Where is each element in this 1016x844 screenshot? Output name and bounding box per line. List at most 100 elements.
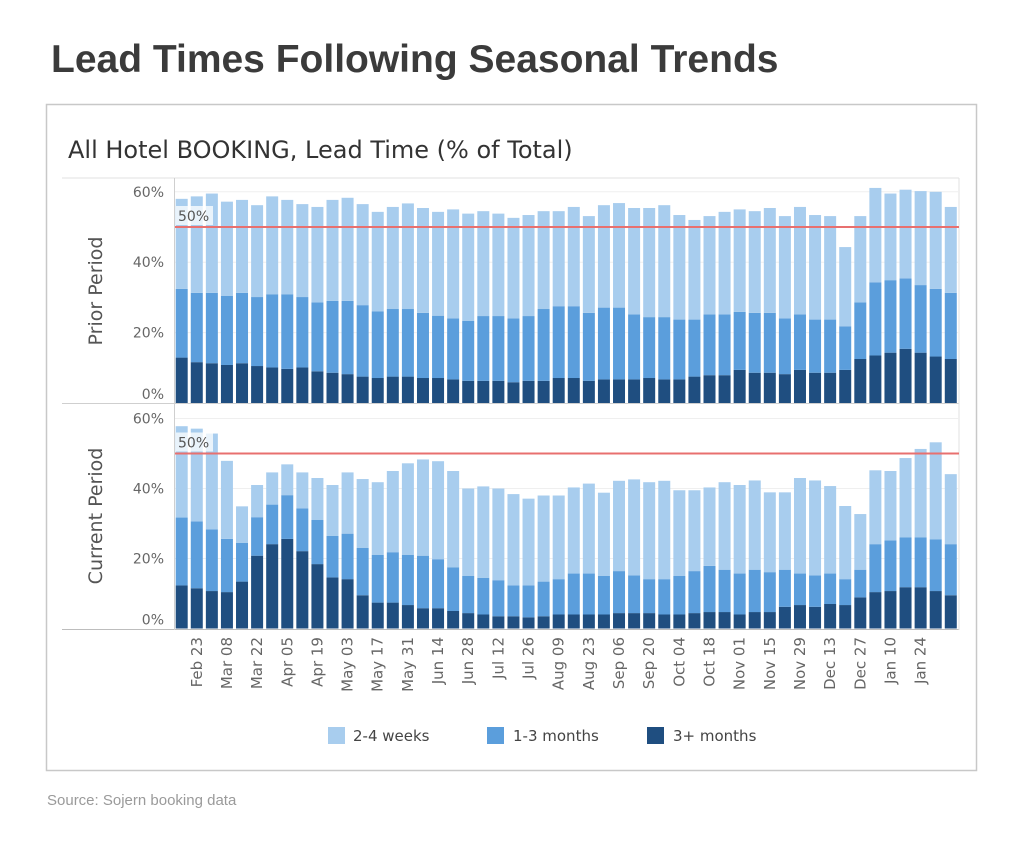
bar-segment-1-3-months <box>251 517 264 556</box>
bar-segment-3-months <box>356 595 369 629</box>
bar-segment-3-months <box>175 585 188 629</box>
bar-segment-1-3-months <box>190 521 203 589</box>
bar-segment-3-months <box>432 608 445 629</box>
bar-segment-2-4-weeks <box>416 207 429 313</box>
bar-segment-2-4-weeks <box>447 209 460 319</box>
bar-segment-3-months <box>824 604 837 629</box>
bar-segment-2-4-weeks <box>839 506 852 580</box>
bar-segment-3-months <box>341 579 354 629</box>
bar-segment-2-4-weeks <box>522 215 535 317</box>
bar-segment-1-3-months <box>643 317 656 379</box>
bar-segment-3-months <box>914 352 927 403</box>
legend: 2-4 weeks 1-3 months 3+ months <box>328 727 757 745</box>
bar-segment-1-3-months <box>522 585 535 618</box>
bar-segment-1-3-months <box>311 302 324 372</box>
bar-segment-2-4-weeks <box>220 460 233 539</box>
bar-segment-1-3-months <box>220 295 233 365</box>
bar-segment-2-4-weeks <box>658 480 671 580</box>
bar-segment-2-4-weeks <box>884 471 897 541</box>
bar-segment-3-months <box>386 602 399 629</box>
bar-segment-1-3-months <box>809 319 822 373</box>
bar-segment-1-3-months <box>733 573 746 615</box>
bar-segment-2-4-weeks <box>537 211 550 310</box>
bar-segment-1-3-months <box>582 312 595 381</box>
bar-segment-3-months <box>251 555 264 629</box>
bar-segment-1-3-months <box>763 572 776 613</box>
bar-segment-1-3-months <box>899 278 912 349</box>
bar-segment-3-months <box>839 605 852 629</box>
bar-segment-3-months <box>793 369 806 403</box>
bar-segment-3-months <box>356 376 369 403</box>
bar-segment-2-4-weeks <box>432 461 445 560</box>
bar-segment-3-months <box>658 614 671 629</box>
bar-segment-1-3-months <box>628 314 641 380</box>
bar-segment-2-4-weeks <box>854 216 867 303</box>
x-tick-label: May 17 <box>369 637 387 692</box>
bar-segment-3-months <box>869 355 882 403</box>
bar-segment-3-months <box>492 616 505 629</box>
x-tick-label: May 31 <box>399 637 417 692</box>
bar-segment-1-3-months <box>477 316 490 381</box>
bar-segment-2-4-weeks <box>371 482 384 555</box>
chart-title: All Hotel BOOKING, Lead Time (% of Total… <box>68 136 573 164</box>
x-tick-label: Jun 14 <box>429 637 447 685</box>
bar-segment-1-3-months <box>401 309 414 377</box>
reference-label-bg <box>176 206 213 225</box>
bar-segment-2-4-weeks <box>597 205 610 308</box>
bar-segment-3-months <box>748 372 761 403</box>
bar-segment-2-4-weeks <box>929 191 942 289</box>
bar-segment-1-3-months <box>296 297 309 368</box>
bar-segment-1-3-months <box>507 585 520 617</box>
bar-segment-1-3-months <box>613 307 626 380</box>
bar-segment-3-months <box>869 592 882 629</box>
bar-segment-2-4-weeks <box>733 485 746 574</box>
bar-segment-1-3-months <box>507 318 520 383</box>
bar-segment-1-3-months <box>205 292 218 364</box>
bar-segment-1-3-months <box>266 294 279 368</box>
x-tick-label: Dec 27 <box>851 637 869 690</box>
bar-segment-1-3-months <box>236 542 249 582</box>
bar-segment-1-3-months <box>613 571 626 614</box>
bar-segment-1-3-months <box>778 318 791 375</box>
bar-segment-1-3-months <box>869 282 882 356</box>
bar-segment-2-4-weeks <box>507 217 520 319</box>
bar-segment-2-4-weeks <box>326 485 339 536</box>
reference-label-bg <box>176 432 213 452</box>
bar-segment-1-3-months <box>673 576 686 615</box>
bar-segment-1-3-months <box>371 311 384 379</box>
bar-segment-3-months <box>688 613 701 629</box>
bar-segment-2-4-weeks <box>718 211 731 315</box>
x-tick-label: Aug 09 <box>550 637 568 690</box>
bar-segment-2-4-weeks <box>582 483 595 574</box>
bar-segment-3-months <box>296 551 309 629</box>
bar-segment-1-3-months <box>643 579 656 614</box>
bar-segment-3-months <box>311 371 324 403</box>
bar-segment-2-4-weeks <box>386 471 399 553</box>
bar-segment-2-4-weeks <box>311 478 324 520</box>
bar-segment-3-months <box>371 602 384 629</box>
x-tick-label: Oct 04 <box>670 637 688 687</box>
bar-segment-1-3-months <box>673 319 686 380</box>
y-tick-label: 60% <box>133 185 164 201</box>
bar-segment-2-4-weeks <box>613 203 626 308</box>
bar-segment-2-4-weeks <box>597 492 610 576</box>
bar-segment-2-4-weeks <box>628 479 641 576</box>
bar-segment-3-months <box>447 611 460 629</box>
bar-segment-1-3-months <box>522 316 535 381</box>
bar-segment-1-3-months <box>447 318 460 380</box>
bar-segment-3-months <box>854 597 867 629</box>
x-tick-label: Sep 06 <box>610 637 628 689</box>
bar-segment-2-4-weeks <box>613 480 626 572</box>
bar-segment-2-4-weeks <box>416 459 429 556</box>
legend-label: 3+ months <box>673 727 757 745</box>
bar-segment-2-4-weeks <box>567 487 580 574</box>
bar-segment-1-3-months <box>477 577 490 615</box>
bar-segment-3-months <box>703 375 716 403</box>
bar-segment-2-4-weeks <box>281 464 294 496</box>
bar-segment-3-months <box>236 363 249 403</box>
bar-segment-3-months <box>326 577 339 629</box>
bar-segment-2-4-weeks <box>703 487 716 566</box>
y-tick-label: 40% <box>133 482 164 498</box>
bar-segment-3-months <box>281 538 294 629</box>
bar-segment-2-4-weeks <box>839 247 852 327</box>
